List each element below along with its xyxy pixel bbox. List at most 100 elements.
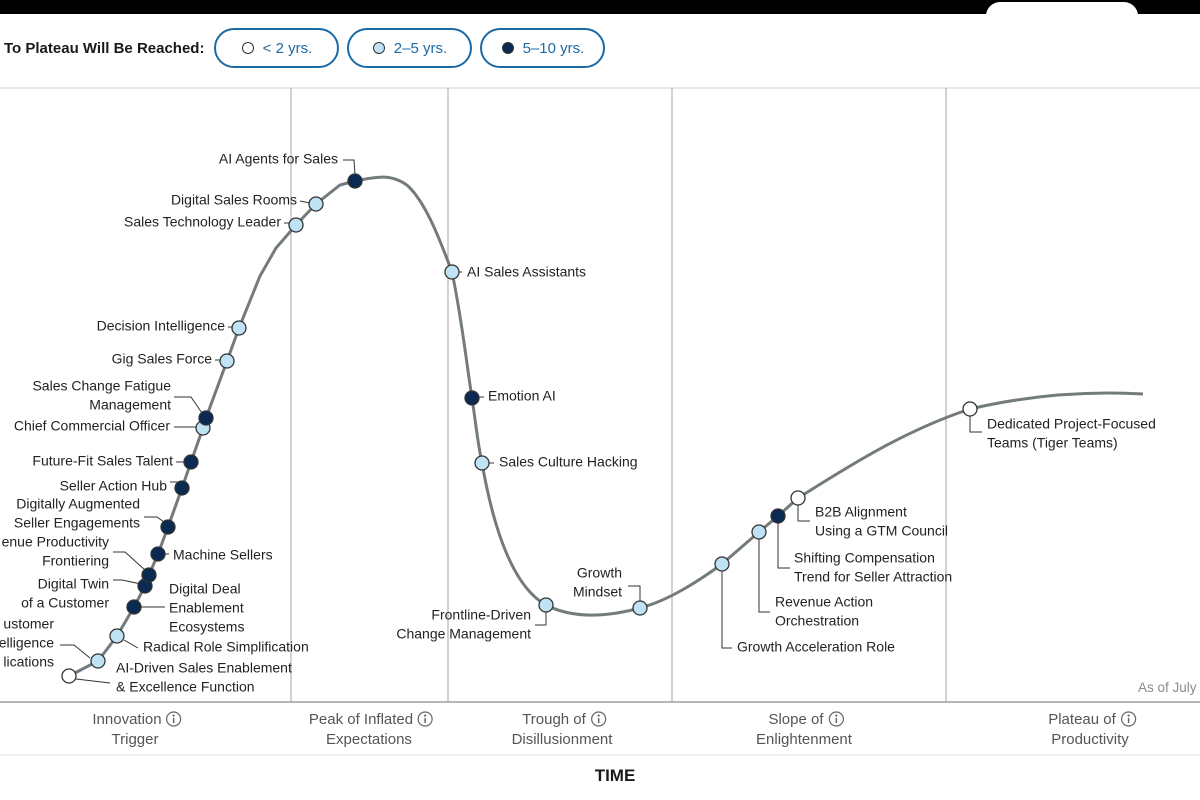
point-label: AI Sales Assistants xyxy=(467,264,586,280)
point-label: Growth Acceleration Role xyxy=(737,639,895,655)
legend-filter-5to10[interactable]: 5–10 yrs. xyxy=(480,28,606,68)
point-label: Digital Sales Rooms xyxy=(171,192,297,208)
data-point-marker[interactable] xyxy=(219,353,235,369)
phase-label-line1: Slope of xyxy=(768,711,824,728)
phase-label-line2: Productivity xyxy=(1051,731,1129,748)
point-label: elligence xyxy=(0,635,54,651)
legend-title: To Plateau Will Be Reached: xyxy=(4,39,205,57)
point-label: Future-Fit Sales Talent xyxy=(32,453,173,469)
point-label: Frontiering xyxy=(42,553,109,569)
point-label: Growth xyxy=(577,565,622,581)
data-point-marker[interactable] xyxy=(183,454,199,470)
point-label: of a Customer xyxy=(21,595,109,611)
legend-filter-lt2[interactable]: < 2 yrs. xyxy=(214,28,340,68)
white-dot-icon xyxy=(241,42,254,54)
data-point-marker[interactable] xyxy=(150,546,166,562)
point-label: Chief Commercial Officer xyxy=(14,418,170,434)
data-point-marker[interactable] xyxy=(714,556,730,572)
point-label: Decision Intelligence xyxy=(97,318,226,334)
leader-line xyxy=(299,200,311,204)
chart-frame xyxy=(0,87,1200,756)
point-label: Shifting Compensation xyxy=(794,550,935,566)
point-label: Frontline-Driven xyxy=(431,607,531,623)
top-bar xyxy=(0,0,1200,14)
top-tab xyxy=(986,2,1138,28)
data-points xyxy=(61,173,978,684)
phase-labels: Innovation Trigger Peak of Inflated Expecta… xyxy=(92,711,1137,748)
point-labels: AI-Driven Sales Enablement & Excellence F… xyxy=(0,151,1156,695)
info-icon[interactable] xyxy=(828,711,844,727)
data-point-marker[interactable] xyxy=(308,196,324,212)
info-icon[interactable] xyxy=(591,711,607,727)
legend-label: < 2 yrs. xyxy=(262,39,313,57)
data-point-marker[interactable] xyxy=(751,524,767,540)
data-point-marker[interactable] xyxy=(474,455,490,471)
phase-label-line2: Expectations xyxy=(326,731,412,748)
point-label: enue Productivity xyxy=(2,534,109,550)
legend-label: 5–10 yrs. xyxy=(522,39,585,57)
data-point-marker[interactable] xyxy=(444,264,460,280)
legend-label: 2–5 yrs. xyxy=(393,39,448,57)
info-icon[interactable] xyxy=(166,711,182,727)
hype-curve xyxy=(68,175,1144,678)
x-axis-title: TIME xyxy=(595,766,636,785)
point-label: Digital Deal xyxy=(169,581,241,597)
point-label: Ecosystems xyxy=(169,619,244,635)
point-label: Machine Sellers xyxy=(173,547,273,563)
phase-label-line1: Trough of xyxy=(522,711,586,728)
point-label: Enablement xyxy=(169,600,244,616)
phase-label-line1: Innovation xyxy=(92,711,161,728)
phase-label-line1: Plateau of xyxy=(1048,711,1116,728)
data-point-marker[interactable] xyxy=(174,480,190,496)
phase-label-line2: Disillusionment xyxy=(512,731,614,748)
data-point-marker[interactable] xyxy=(231,320,247,336)
data-point-marker[interactable] xyxy=(632,600,648,616)
point-label: B2B Alignment xyxy=(815,504,907,520)
data-point-marker[interactable] xyxy=(61,668,77,684)
data-point-marker[interactable] xyxy=(109,628,125,644)
navy-dot-icon xyxy=(501,42,514,54)
leader-lines xyxy=(60,159,982,684)
point-label: Management xyxy=(89,397,171,413)
data-point-marker[interactable] xyxy=(141,567,157,583)
leader-line xyxy=(113,551,146,571)
point-label: Radical Role Simplification xyxy=(143,639,309,655)
point-label: & Excellence Function xyxy=(116,679,255,695)
data-point-marker[interactable] xyxy=(538,597,554,613)
data-point-marker[interactable] xyxy=(770,508,786,524)
leader-line xyxy=(123,639,139,649)
leader-line xyxy=(797,504,810,522)
point-label: lications xyxy=(3,654,54,670)
leader-line xyxy=(969,415,982,433)
info-icon[interactable] xyxy=(1121,711,1137,727)
point-label: Sales Change Fatigue xyxy=(32,378,171,394)
point-label: Sales Technology Leader xyxy=(124,214,281,230)
point-label: Seller Engagements xyxy=(14,515,140,531)
data-point-marker[interactable] xyxy=(198,410,214,426)
info-icon[interactable] xyxy=(417,711,433,727)
leader-line xyxy=(60,644,91,659)
leader-line xyxy=(144,516,165,523)
leader-line xyxy=(174,396,203,414)
data-point-marker[interactable] xyxy=(160,519,176,535)
leader-line xyxy=(535,611,547,626)
data-point-marker[interactable] xyxy=(790,490,806,506)
point-label: Digital Twin xyxy=(38,576,109,592)
data-point-marker[interactable] xyxy=(347,173,363,189)
point-label: Teams (Tiger Teams) xyxy=(987,435,1118,451)
point-label: Dedicated Project-Focused xyxy=(987,416,1156,432)
point-label: AI-Driven Sales Enablement xyxy=(116,660,292,676)
point-label: Seller Action Hub xyxy=(60,478,168,494)
point-label: Emotion AI xyxy=(488,388,556,404)
data-point-marker[interactable] xyxy=(288,217,304,233)
point-label: Using a GTM Council xyxy=(815,523,948,539)
data-point-marker[interactable] xyxy=(464,390,480,406)
leader-line xyxy=(721,570,732,649)
data-point-marker[interactable] xyxy=(90,653,106,669)
legend-filter-2to5[interactable]: 2–5 yrs. xyxy=(347,28,473,68)
data-point-marker[interactable] xyxy=(126,599,142,615)
point-label: Revenue Action xyxy=(775,594,873,610)
leader-line xyxy=(75,678,111,684)
data-point-marker[interactable] xyxy=(962,401,978,417)
